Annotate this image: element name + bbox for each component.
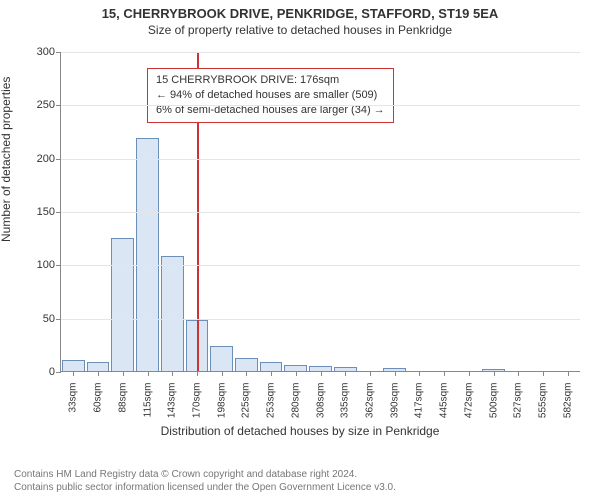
- bar: [111, 238, 134, 371]
- ytick-label: 300: [37, 46, 55, 58]
- xtick-label: 88sqm: [117, 383, 128, 413]
- grid-line: [61, 319, 580, 320]
- ytick-mark: [56, 105, 61, 106]
- bar: [161, 256, 184, 371]
- grid-line: [61, 265, 580, 266]
- xtick-mark: [395, 371, 396, 376]
- xtick-label: 582sqm: [562, 383, 573, 419]
- xtick-label: 253sqm: [266, 383, 277, 419]
- xtick-mark: [518, 371, 519, 376]
- ytick-label: 150: [37, 206, 55, 218]
- xtick-label: 500sqm: [488, 383, 499, 419]
- title-address: 15, CHERRYBROOK DRIVE, PENKRIDGE, STAFFO…: [0, 6, 600, 21]
- ytick-label: 0: [49, 366, 55, 378]
- xtick-label: 472sqm: [463, 383, 474, 419]
- grid-line: [61, 52, 580, 53]
- bar: [260, 362, 283, 371]
- xtick-mark: [73, 371, 74, 376]
- copyright-line1: Contains HM Land Registry data © Crown c…: [14, 468, 396, 481]
- ytick-mark: [56, 212, 61, 213]
- xtick-label: 33sqm: [68, 383, 79, 413]
- xtick-label: 417sqm: [414, 383, 425, 419]
- xtick-label: 555sqm: [538, 383, 549, 419]
- y-axis-label: Number of detached properties: [0, 77, 13, 242]
- xtick-label: 335sqm: [340, 383, 351, 419]
- xtick-label: 390sqm: [389, 383, 400, 419]
- bar: [235, 358, 258, 371]
- ytick-mark: [56, 319, 61, 320]
- xtick-mark: [370, 371, 371, 376]
- copyright-notice: Contains HM Land Registry data © Crown c…: [14, 468, 396, 494]
- xtick-mark: [222, 371, 223, 376]
- xtick-label: 445sqm: [439, 383, 450, 419]
- xtick-mark: [296, 371, 297, 376]
- xtick-mark: [444, 371, 445, 376]
- xtick-mark: [469, 371, 470, 376]
- xtick-mark: [148, 371, 149, 376]
- xtick-mark: [172, 371, 173, 376]
- title-subtitle: Size of property relative to detached ho…: [0, 23, 600, 37]
- xtick-mark: [345, 371, 346, 376]
- x-axis-label: Distribution of detached houses by size …: [0, 424, 600, 438]
- ytick-label: 200: [37, 153, 55, 165]
- grid-line: [61, 105, 580, 106]
- info-box-line: ← 94% of detached houses are smaller (50…: [156, 88, 385, 103]
- copyright-line2: Contains public sector information licen…: [14, 481, 396, 494]
- bar: [62, 360, 85, 371]
- xtick-label: 362sqm: [364, 383, 375, 419]
- info-box-line: 15 CHERRYBROOK DRIVE: 176sqm: [156, 73, 385, 88]
- xtick-label: 527sqm: [513, 383, 524, 419]
- chart-titles: 15, CHERRYBROOK DRIVE, PENKRIDGE, STAFFO…: [0, 0, 600, 37]
- xtick-mark: [321, 371, 322, 376]
- ytick-label: 50: [43, 313, 55, 325]
- ytick-label: 100: [37, 259, 55, 271]
- grid-line: [61, 212, 580, 213]
- xtick-mark: [246, 371, 247, 376]
- ytick-mark: [56, 159, 61, 160]
- xtick-mark: [494, 371, 495, 376]
- ytick-mark: [56, 372, 61, 373]
- bar: [210, 346, 233, 371]
- bar: [136, 138, 159, 371]
- xtick-label: 308sqm: [315, 383, 326, 419]
- xtick-label: 225sqm: [241, 383, 252, 419]
- xtick-mark: [543, 371, 544, 376]
- xtick-mark: [568, 371, 569, 376]
- xtick-label: 143sqm: [167, 383, 178, 419]
- xtick-mark: [123, 371, 124, 376]
- xtick-label: 115sqm: [142, 383, 153, 418]
- xtick-mark: [271, 371, 272, 376]
- chart-area: Number of detached properties 33sqm60sqm…: [0, 42, 600, 442]
- xtick-label: 60sqm: [93, 383, 104, 413]
- xtick-label: 170sqm: [191, 383, 202, 419]
- xtick-label: 280sqm: [290, 383, 301, 419]
- xtick-mark: [419, 371, 420, 376]
- info-box: 15 CHERRYBROOK DRIVE: 176sqm← 94% of det…: [147, 68, 394, 123]
- ytick-mark: [56, 265, 61, 266]
- bar: [87, 362, 110, 371]
- ytick-label: 250: [37, 99, 55, 111]
- xtick-mark: [197, 371, 198, 376]
- xtick-mark: [98, 371, 99, 376]
- plot-region: 33sqm60sqm88sqm115sqm143sqm170sqm198sqm2…: [60, 52, 580, 372]
- grid-line: [61, 159, 580, 160]
- xtick-label: 198sqm: [216, 383, 227, 419]
- ytick-mark: [56, 52, 61, 53]
